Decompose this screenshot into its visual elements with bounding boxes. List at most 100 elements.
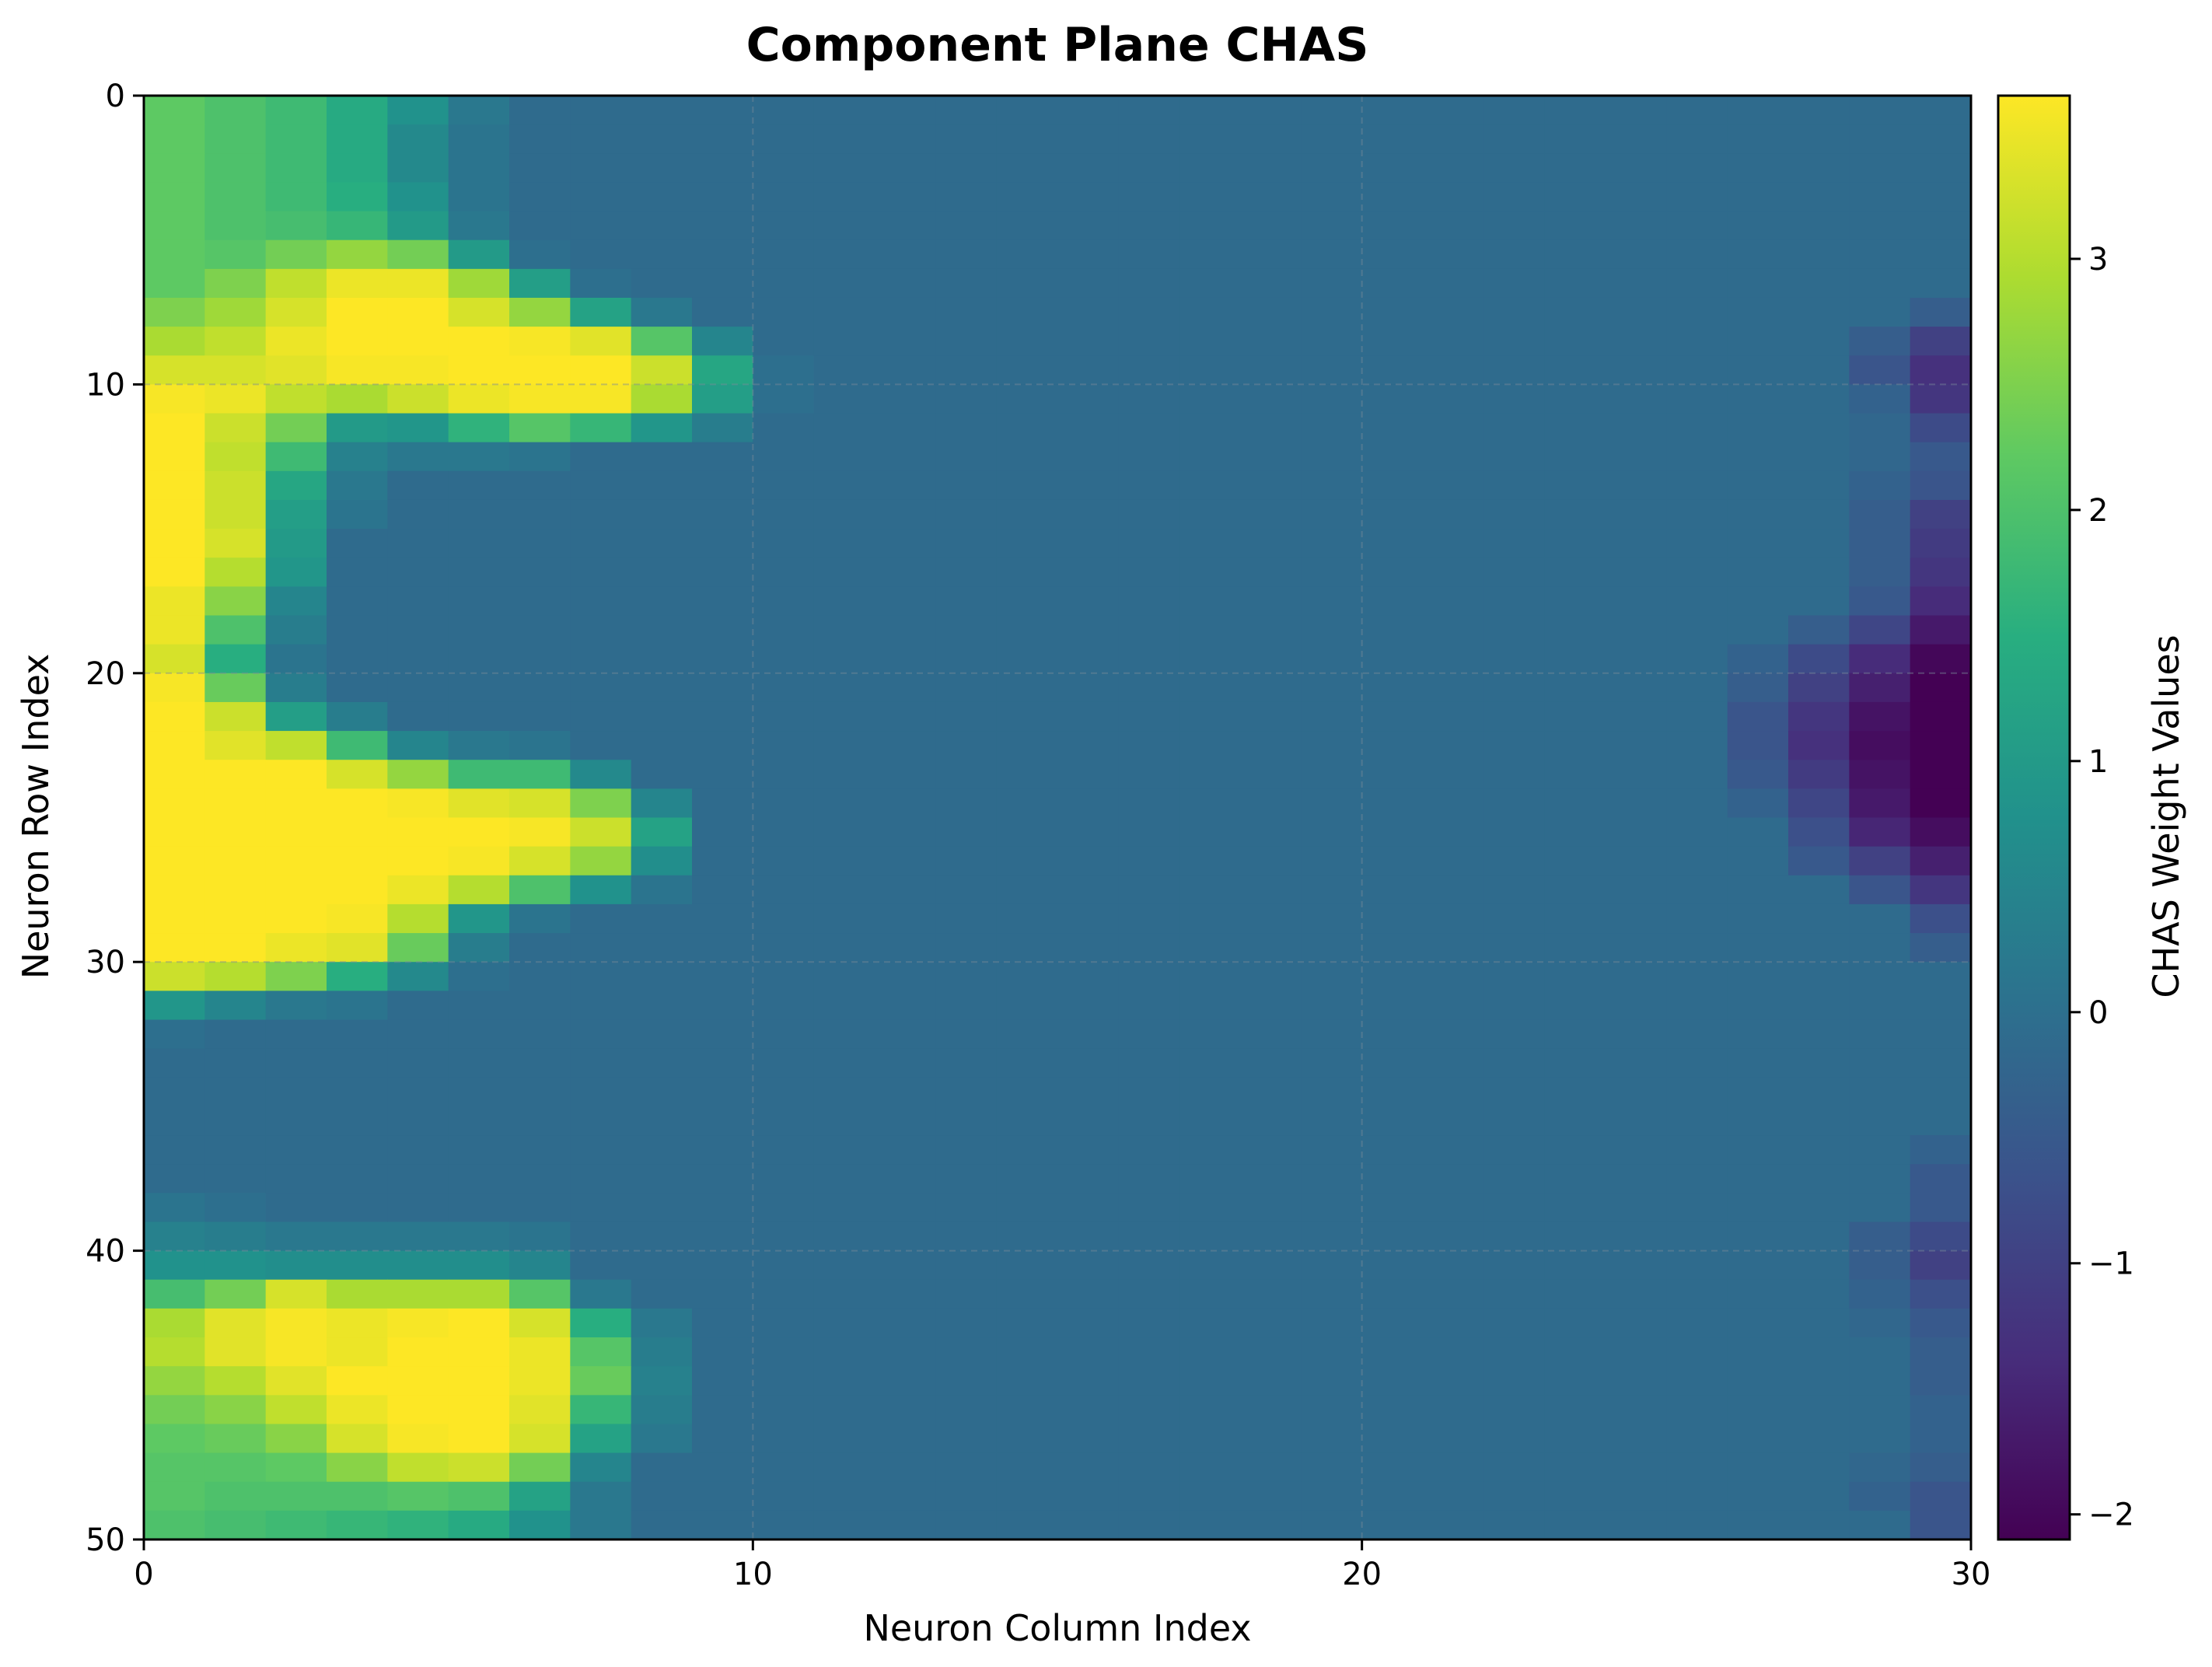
heatmap-cell (996, 268, 1058, 299)
heatmap-cell (327, 1106, 388, 1136)
heatmap-cell (1544, 239, 1606, 270)
heatmap-cell (1849, 1077, 1911, 1107)
heatmap-cell (1179, 788, 1241, 819)
heatmap-cell (1788, 1135, 1850, 1165)
heatmap-cell (144, 1452, 205, 1483)
heatmap-cell (1240, 731, 1302, 760)
heatmap-cell (1179, 933, 1241, 963)
heatmap-cell (1910, 1019, 1972, 1050)
heatmap-cell (996, 1308, 1058, 1338)
heatmap-cell (1666, 239, 1728, 270)
heatmap-cell (1057, 268, 1119, 299)
heatmap-cell (1240, 1135, 1302, 1165)
heatmap-cell (1727, 1337, 1789, 1367)
heatmap-cell (327, 1019, 388, 1050)
heatmap-cell (753, 1481, 815, 1511)
heatmap-cell (1483, 355, 1546, 385)
heatmap-cell (448, 1424, 510, 1454)
heatmap-cell (387, 701, 449, 732)
heatmap-cell (1544, 962, 1606, 991)
heatmap-cell (1849, 557, 1911, 587)
heatmap-cell (1118, 499, 1180, 529)
heatmap-cell (1544, 1395, 1606, 1425)
heatmap-cell (265, 529, 327, 558)
heatmap-cell (570, 644, 632, 674)
heatmap-cell (1179, 1019, 1241, 1050)
heatmap-cell (1910, 1481, 1972, 1511)
heatmap-cell (692, 1250, 753, 1281)
heatmap-cell (996, 933, 1058, 963)
heatmap-cell (1301, 1164, 1363, 1193)
heatmap-cell (813, 327, 875, 356)
heatmap-cell (1727, 211, 1789, 241)
heatmap-cell (1361, 933, 1424, 963)
heatmap-cell (1057, 1135, 1119, 1165)
heatmap-cell (387, 586, 449, 617)
heatmap-cell (996, 211, 1058, 241)
heatmap-cell (1727, 470, 1789, 501)
heatmap-cell (935, 153, 998, 183)
heatmap-cell (692, 1510, 753, 1540)
heatmap-cell (996, 182, 1058, 212)
heatmap-cell (144, 760, 205, 789)
heatmap-cell (1483, 731, 1546, 760)
heatmap-cell (753, 1308, 815, 1338)
heatmap-cell (204, 731, 267, 760)
heatmap-cell (144, 875, 205, 905)
heatmap-cell (1910, 903, 1972, 934)
heatmap-cell (1666, 1221, 1728, 1252)
heatmap-cell (204, 1193, 267, 1223)
heatmap-cell (1301, 1308, 1363, 1338)
heatmap-cell (327, 124, 388, 154)
heatmap-cell (387, 1077, 449, 1107)
heatmap-cell (1361, 297, 1424, 327)
heatmap-cell (1057, 1221, 1119, 1252)
heatmap-cell (1606, 355, 1667, 385)
heatmap-cell (1423, 529, 1484, 558)
heatmap-cell (1544, 991, 1606, 1021)
heatmap-cell (509, 1048, 571, 1078)
heatmap-cell (692, 846, 753, 876)
heatmap-cell (996, 701, 1058, 732)
heatmap-cell (1910, 470, 1972, 501)
heatmap-cell (327, 470, 388, 501)
heatmap-cell (1057, 1424, 1119, 1454)
heatmap-cell (448, 557, 510, 587)
heatmap-cell (448, 1308, 510, 1338)
heatmap-cell (1483, 875, 1546, 905)
heatmap-cell (1301, 1337, 1363, 1367)
heatmap-cell (1240, 991, 1302, 1021)
heatmap-cell (1606, 297, 1667, 327)
heatmap-cell (813, 1452, 875, 1483)
heatmap-cell (1361, 586, 1424, 617)
heatmap-cell (387, 817, 449, 847)
heatmap-cell (1423, 470, 1484, 501)
heatmap-cell (1483, 1510, 1546, 1540)
heatmap-cell (1849, 1193, 1911, 1223)
heatmap-cell (327, 760, 388, 789)
y-tick-label: 0 (106, 79, 125, 114)
heatmap-cell (1483, 557, 1546, 587)
heatmap-cell (1423, 903, 1484, 934)
heatmap-cell (570, 1019, 632, 1050)
heatmap-cell (1606, 1337, 1667, 1367)
heatmap-cell (1301, 384, 1363, 414)
heatmap-cell (448, 442, 510, 472)
heatmap-cell (1057, 413, 1119, 443)
heatmap-cell (935, 1510, 998, 1540)
heatmap-cell (1544, 470, 1606, 501)
heatmap-cell (1727, 1106, 1789, 1136)
heatmap-cell (265, 1452, 327, 1483)
heatmap-cell (448, 903, 510, 934)
heatmap-cell (387, 1164, 449, 1193)
heatmap-cell (1240, 1395, 1302, 1425)
heatmap-cell (1483, 268, 1546, 299)
heatmap-cell (1849, 586, 1911, 617)
heatmap-cell (570, 788, 632, 819)
heatmap-cell (144, 1481, 205, 1511)
heatmap-cell (1666, 327, 1728, 356)
heatmap-cell (875, 1510, 936, 1540)
heatmap-cell (327, 1395, 388, 1425)
heatmap-cell (1849, 933, 1911, 963)
heatmap-cell (387, 1279, 449, 1309)
